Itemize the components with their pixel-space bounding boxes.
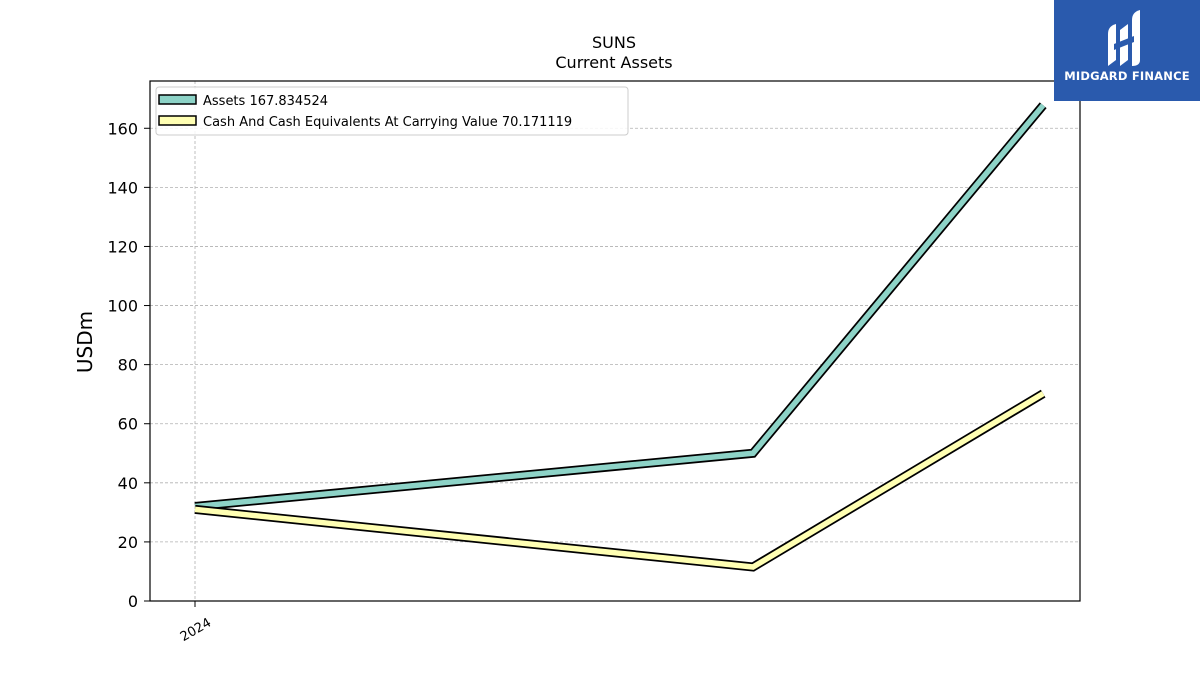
- y-tick-label: 120: [107, 237, 138, 256]
- series-line-1: [194, 391, 1045, 570]
- grid: [150, 81, 1080, 601]
- logo-text: MIDGARD FINANCE: [1064, 69, 1190, 83]
- legend-swatch: [158, 94, 197, 105]
- legend-label: Cash And Cash Equivalents At Carrying Va…: [203, 115, 572, 130]
- chart-title: SUNS: [592, 33, 636, 52]
- y-tick-label: 20: [118, 533, 138, 552]
- y-tick-label: 40: [118, 474, 138, 493]
- x-tick-label: 2024: [178, 615, 214, 645]
- x-axis: 2024: [178, 601, 214, 645]
- y-tick-label: 140: [107, 178, 138, 197]
- chart-subtitle: Current Assets: [555, 53, 672, 72]
- y-axis-label: USDm: [73, 311, 97, 373]
- legend-box: [155, 86, 629, 136]
- series-lines: [194, 102, 1047, 572]
- y-tick-label: 80: [118, 356, 138, 375]
- y-axis: 0 20 40 60 80 100 120 140 160: [107, 119, 150, 611]
- y-tick-label: 100: [107, 297, 138, 316]
- y-tick-label: 160: [107, 119, 138, 138]
- logo: MIDGARD FINANCE: [1054, 0, 1200, 101]
- series-outline-1: [194, 389, 1046, 572]
- plot-frame: [149, 80, 1081, 602]
- logo-mark-icon: [1108, 10, 1140, 66]
- y-tick-label: 0: [128, 592, 138, 611]
- legend-label: Assets 167.834524: [203, 94, 328, 109]
- legend: Assets 167.834524 Cash And Cash Equivalen…: [155, 86, 629, 136]
- y-tick-label: 60: [118, 415, 138, 434]
- legend-swatch: [158, 115, 197, 126]
